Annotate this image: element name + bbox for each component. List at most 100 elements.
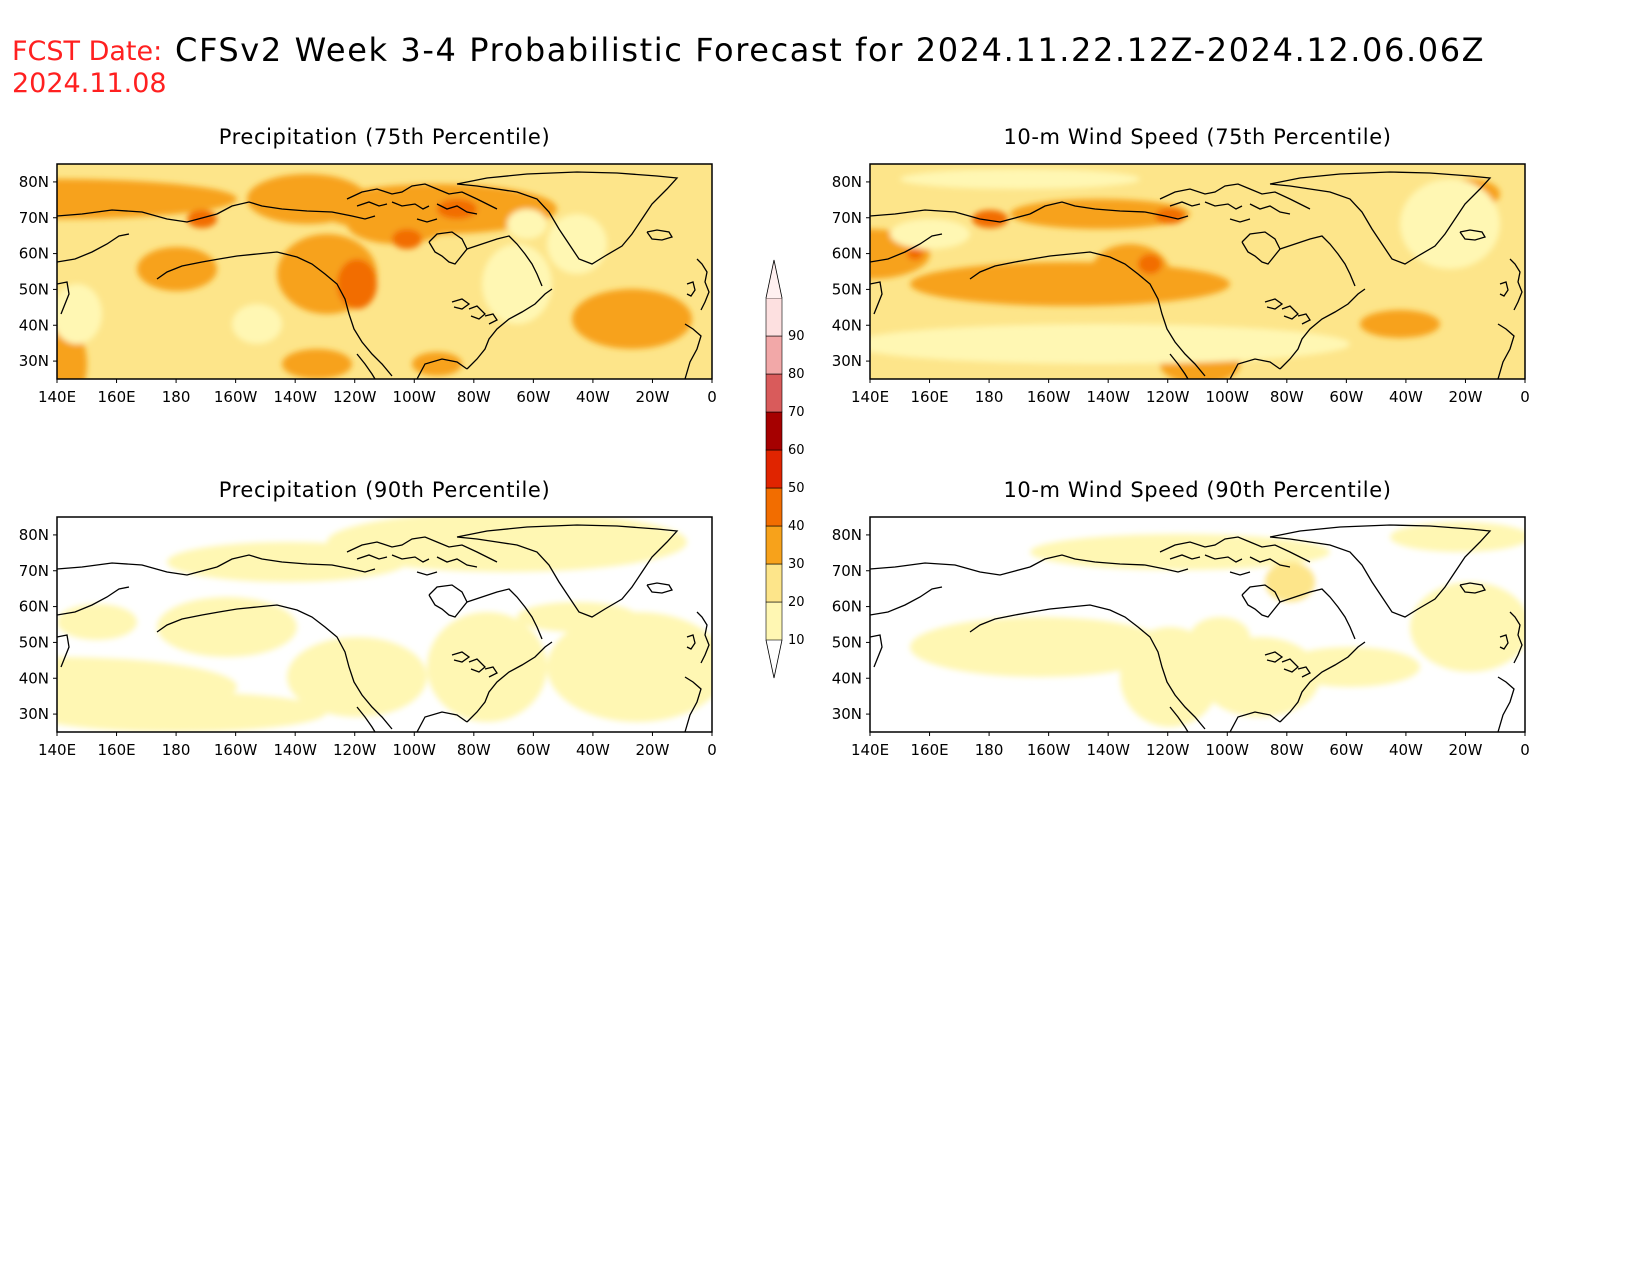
- lat-tick-label: 80N: [832, 526, 862, 544]
- map-panel-precip75: Precipitation (75th Percentile) 140E 160E 1…: [19, 125, 717, 406]
- lon-tick-label: 80W: [457, 741, 491, 759]
- lat-tick-label: 70N: [19, 209, 49, 227]
- lat-tick-label: 60N: [19, 245, 49, 263]
- forecast-date-label: FCST Date:: [12, 36, 163, 67]
- colorbar-level-label: 50: [788, 481, 805, 496]
- lat-tick-label: 70N: [19, 562, 49, 580]
- lon-tick-label: 0: [1520, 741, 1530, 759]
- map-panel-precip90: Precipitation (90th Percentile) 140E 160E 1…: [19, 478, 717, 759]
- lon-tick-label: 100W: [393, 741, 437, 759]
- map-frame: [869, 516, 1526, 733]
- lon-tick-label: 60W: [516, 388, 550, 406]
- lon-tick-label: 140W: [273, 741, 317, 759]
- colorbar-level-label: 80: [788, 367, 805, 382]
- lon-tick-label: 180: [162, 741, 191, 759]
- lon-tick-label: 100W: [1206, 388, 1250, 406]
- colorbar-level-label: 90: [788, 329, 805, 344]
- colorbar-swatch: [765, 373, 783, 413]
- lon-tick-label: 160E: [97, 741, 135, 759]
- lon-tick-label: 160W: [1027, 741, 1071, 759]
- colorbar-level-label: 20: [788, 595, 805, 610]
- lat-tick-label: 70N: [832, 209, 862, 227]
- probability-field: [57, 517, 712, 732]
- lon-tick-label: 20W: [1448, 388, 1482, 406]
- lon-tick-label: 100W: [393, 388, 437, 406]
- lon-tick-label: 140E: [851, 741, 889, 759]
- probability-field: [870, 517, 1525, 732]
- panel-title: Precipitation (75th Percentile): [219, 125, 550, 149]
- lat-tick-label: 30N: [19, 705, 49, 723]
- lon-tick-label: 120W: [333, 741, 377, 759]
- lon-tick-label: 40W: [1389, 388, 1423, 406]
- colorbar-swatch: [765, 411, 783, 451]
- lon-tick-label: 140W: [1086, 741, 1130, 759]
- lon-tick-label: 60W: [516, 741, 550, 759]
- map-panel-wind90: 10-m Wind Speed (90th Percentile) 140E 160…: [832, 478, 1530, 759]
- lon-tick-label: 160E: [910, 741, 948, 759]
- lat-tick-label: 40N: [832, 316, 862, 334]
- lon-tick-label: 160E: [910, 388, 948, 406]
- lon-tick-label: 80W: [457, 388, 491, 406]
- lon-tick-label: 160W: [214, 388, 258, 406]
- lon-tick-label: 0: [707, 388, 717, 406]
- lon-tick-label: 140W: [273, 388, 317, 406]
- lon-tick-label: 120W: [1146, 741, 1190, 759]
- lat-tick-label: 60N: [832, 245, 862, 263]
- lon-tick-label: 120W: [1146, 388, 1190, 406]
- colorbar: 10 20 30 40 50 60 70 80 90: [765, 259, 805, 679]
- main-title: CFSv2 Week 3-4 Probabilistic Forecast fo…: [175, 31, 1486, 69]
- colorbar-upper-arrow: [765, 259, 783, 299]
- lat-tick-label: 40N: [19, 669, 49, 687]
- lat-tick-label: 60N: [19, 598, 49, 616]
- colorbar-lower-arrow: [765, 639, 783, 679]
- colorbar-level-label: 30: [788, 557, 805, 572]
- probability-field: [870, 164, 1525, 379]
- lat-tick-label: 80N: [832, 173, 862, 191]
- lat-tick-label: 30N: [19, 352, 49, 370]
- lon-tick-label: 40W: [576, 741, 610, 759]
- colorbar-level-label: 70: [788, 405, 805, 420]
- probability-field: [57, 164, 712, 379]
- forecast-date-value: 2024.11.08: [12, 68, 167, 99]
- panel-title: 10-m Wind Speed (90th Percentile): [1003, 478, 1391, 502]
- lon-tick-label: 100W: [1206, 741, 1250, 759]
- colorbar-swatch: [765, 601, 783, 641]
- lon-tick-label: 40W: [1389, 741, 1423, 759]
- colorbar-swatch: [765, 563, 783, 603]
- lon-tick-label: 140W: [1086, 388, 1130, 406]
- lat-tick-label: 50N: [832, 633, 862, 651]
- colorbar-swatch: [765, 335, 783, 375]
- lon-tick-label: 60W: [1329, 388, 1363, 406]
- lat-tick-label: 60N: [832, 598, 862, 616]
- lon-tick-label: 160W: [214, 741, 258, 759]
- lat-tick-label: 50N: [19, 633, 49, 651]
- lon-tick-label: 160E: [97, 388, 135, 406]
- lat-tick-label: 70N: [832, 562, 862, 580]
- colorbar-level-label: 10: [788, 633, 805, 648]
- colorbar-level-label: 60: [788, 443, 805, 458]
- lon-tick-label: 0: [707, 741, 717, 759]
- lat-tick-label: 80N: [19, 526, 49, 544]
- lon-tick-label: 60W: [1329, 741, 1363, 759]
- lon-tick-label: 140E: [851, 388, 889, 406]
- lon-tick-label: 180: [975, 388, 1004, 406]
- lon-tick-label: 20W: [635, 741, 669, 759]
- lat-tick-label: 40N: [832, 669, 862, 687]
- lat-tick-label: 30N: [832, 352, 862, 370]
- lon-tick-label: 160W: [1027, 388, 1071, 406]
- lon-tick-label: 80W: [1270, 741, 1304, 759]
- lon-tick-label: 140E: [38, 741, 76, 759]
- panel-title: 10-m Wind Speed (75th Percentile): [1003, 125, 1391, 149]
- colorbar-swatch: [765, 487, 783, 527]
- lon-tick-label: 140E: [38, 388, 76, 406]
- map-frame: [56, 163, 713, 380]
- map-panel-wind75: 10-m Wind Speed (75th Percentile) 140E 160…: [832, 125, 1530, 406]
- map-frame: [56, 516, 713, 733]
- lat-tick-label: 80N: [19, 173, 49, 191]
- colorbar-swatch: [765, 297, 783, 337]
- lat-tick-label: 50N: [19, 280, 49, 298]
- colorbar-swatch: [765, 525, 783, 565]
- lon-tick-label: 0: [1520, 388, 1530, 406]
- panel-title: Precipitation (90th Percentile): [219, 478, 550, 502]
